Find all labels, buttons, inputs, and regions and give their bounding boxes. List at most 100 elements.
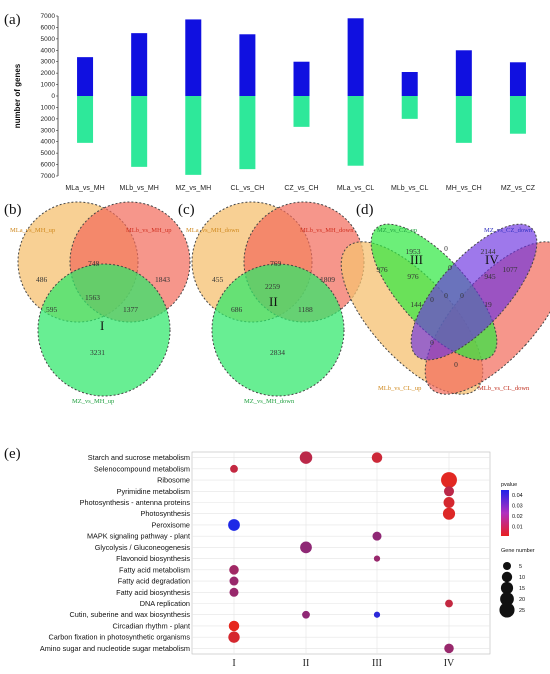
bar-y-tick-label: 4000 [41,47,56,54]
bubble-point [228,519,240,531]
bubble-group-label: III [372,658,382,669]
bubble-term-label: DNA replication [140,599,190,608]
venn-d-value: 945 [484,272,496,281]
bubble-term-label: Flavonoid biosynthesis [116,554,190,563]
venn-b-c-only: 3231 [90,348,105,357]
pvalue-tick-label: 0.04 [512,493,523,499]
bar-up [77,57,94,96]
venn-d-roman-4: IV [485,252,499,267]
venn-b-roman: I [100,318,104,333]
bar-y-tick-label: 6000 [41,24,56,31]
bar-down [131,96,148,167]
bar-x-tick-label: MH_vs_CH [446,185,482,192]
venn-d-value: 976 [407,272,419,281]
size-legend-label: 20 [519,597,525,603]
bar-up [185,19,202,96]
venn-b: MLa_vs_MH_up MLb_vs_MH_up MZ_vs_MH_up 48… [10,201,191,405]
venn-d-set-mz-up: MZ_vs_CZ_up [377,227,417,234]
bubble-point [228,620,240,632]
bar-y-tick-label: 7000 [41,13,56,20]
bar-down [401,96,418,119]
venn-d-set-mz-down: MZ_vs_CZ_down [484,227,533,234]
venn-b-set-c: MZ_vs_MH_up [72,398,114,405]
bar-x-tick-label: MZ_vs_CZ [501,185,536,192]
bubble-point [373,555,381,562]
venn-d-value: 2144 [481,247,496,256]
venn-d-roman-3: III [410,252,423,267]
bar-y-tick-label: 2000 [41,116,56,123]
bar-up [347,18,364,97]
bar-down [347,96,364,166]
venn-b-circle-c [37,263,171,397]
bubble-point [443,486,455,497]
venn-d-ellipse-mz-down [410,223,538,361]
bar-up [509,62,526,96]
bubble-term-label: Fatty acid degradation [118,577,190,586]
venn-b-set-a: MLa_vs_MH_up [10,227,55,234]
bubble-point [373,611,381,618]
bar-x-tick-label: MLa_vs_CL [337,185,374,192]
bubble-term-label: Ribosome [157,476,190,485]
bar-x-tick-label: MZ_vs_MH [175,185,211,192]
size-legend-label: 10 [519,575,525,581]
venn-b-ab: 748 [88,259,100,268]
bar-up [293,61,310,96]
bar-x-tick-label: CZ_vs_CH [284,185,318,192]
bar-y-tick-label: 2000 [41,70,56,77]
bubble-point [442,507,456,520]
venn-d-set-mlb-down: MLb_vs_CL_down [478,385,530,392]
bar-down [509,96,526,134]
bubble-term-label: Starch and sucrose metabolism [88,453,190,462]
size-legend-label: 15 [519,586,525,592]
venn-c-abc: 2259 [265,282,280,291]
bubble-chart: Starch and sucrose metabolism Selenocompo… [40,451,535,669]
venn-c-set-b: MLb_vs_MH_down [300,227,354,234]
venn-d-value: 1077 [503,265,518,274]
bubble-term-label: Amino sugar and nucleotide sugar metabol… [40,644,190,653]
bar-down [77,96,94,143]
panel-label-d: (d) [356,202,374,218]
bubble-group-label: IV [444,658,455,669]
venn-d-value: 0 [430,295,434,304]
venn-d-values: 976 1953 976 0 2144 945 1077 0 0 0 0 144 19 0 0 [376,244,517,369]
venn-d-value: 976 [376,265,388,274]
bar-y-tick-label: 1000 [41,104,56,111]
bar-y-tick-label: 6000 [41,162,56,169]
bubble-term-label: Fatty acid biosynthesis [116,588,190,597]
size-legend-title: Gene number [501,548,535,554]
venn-c-c-only: 2834 [270,348,285,357]
size-legend-dot [500,581,514,595]
pvalue-tick-label: 0.03 [512,504,523,510]
bubble-term-label: Fatty acid metabolism [119,565,190,574]
venn-d-value: 0 [444,291,448,300]
pvalue-legend-title: pvalue [501,482,517,488]
bar-y-tick-label: 5000 [41,150,56,157]
bubble-point [229,576,239,586]
bar-x-tick-label: CL_vs_CH [230,185,264,192]
pvalue-colorbar [501,490,509,536]
venn-d-value: 0 [448,263,452,272]
venn-b-set-b: MLb_vs_MH_up [126,227,172,234]
bubble-term-label: Circadian rhythm - plant [113,621,190,630]
bubble-term-label: Glycolysis / Gluconeogenesis [95,543,191,552]
bar-y-tick-label: 4000 [41,139,56,146]
venn-b-abc: 1563 [85,293,100,302]
venn-c-b-only: 1809 [320,275,335,284]
bar-up [455,50,472,96]
bar-y-tick-label: 3000 [41,59,56,66]
bar-y-tick-label: 3000 [41,127,56,134]
venn-b-bc: 1377 [123,305,138,314]
venn-c-ab: 769 [270,259,282,268]
bar-up [401,72,418,96]
bubble-point [229,587,239,597]
bubble-term-label: Cutin, suberine and wax biosynthesis [70,610,191,619]
size-legend-dot [500,592,514,606]
size-legend-dot [502,561,512,571]
bubble-point [441,472,457,489]
bubble-point [302,610,310,619]
venn-c-set-c: MZ_vs_MH_down [244,398,295,405]
venn-d-value: 144 [410,300,422,309]
venn-c-circle-c [211,263,345,397]
bar-y-tick-label: 7000 [41,173,56,180]
bubble-point [300,541,312,554]
